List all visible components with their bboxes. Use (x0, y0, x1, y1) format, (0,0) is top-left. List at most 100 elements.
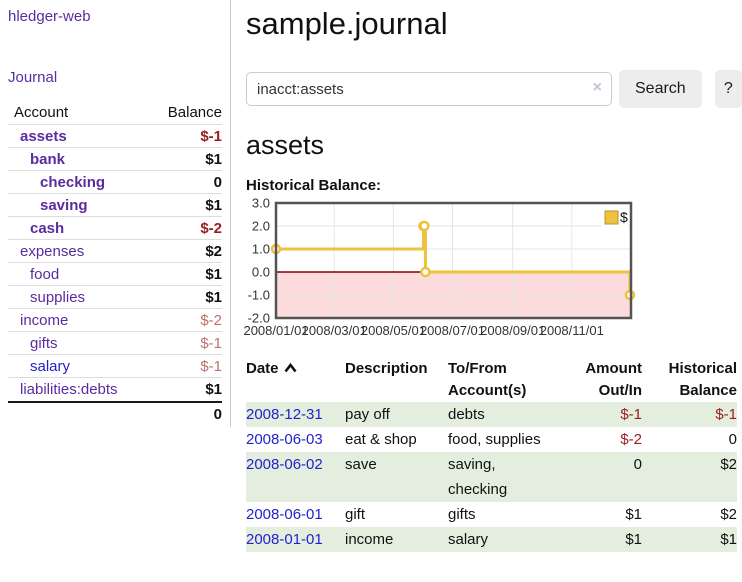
page-title: sample.journal (246, 6, 448, 41)
account-balance: $-1 (200, 127, 222, 145)
account-link-salary[interactable]: salary (30, 357, 71, 375)
search-button[interactable]: Search (619, 70, 702, 108)
transaction-description: income (345, 531, 394, 548)
y-tick-label: 2.0 (252, 219, 270, 234)
register-column-header[interactable]: Date (246, 358, 345, 402)
transaction-date-link[interactable]: 2008-01-01 (246, 531, 323, 548)
x-tick-label: 2008/11/01 (540, 323, 604, 338)
sort-asc-icon (283, 362, 297, 373)
transaction-accounts: debts (448, 406, 485, 423)
account-link-gifts[interactable]: gifts (30, 334, 58, 352)
account-link-expenses[interactable]: expenses (20, 242, 85, 260)
nav-journal-link[interactable]: Journal (8, 69, 58, 86)
data-point-marker (420, 266, 431, 278)
sidebar-account-row: income $-2 (8, 309, 222, 332)
account-link-bank[interactable]: bank (30, 150, 66, 168)
historical-balance-chart: $3.0 2.0 1.0 0.0 -1.0 -2.0 2008/01/01 2008/03/0… (243, 196, 742, 340)
sidebar: hledger-web Journal Account Balance asse… (0, 0, 231, 427)
transaction-date-link[interactable]: 2008-06-03 (246, 431, 323, 448)
transaction-description: eat & shop (345, 431, 417, 448)
register-table: Date Description To/From Account(s) Amount … (246, 358, 737, 552)
y-tick-label: 1.0 (252, 242, 270, 257)
help-button[interactable]: ? (714, 70, 742, 108)
account-balance: $1 (205, 265, 222, 283)
account-balance: $1 (205, 196, 222, 214)
account-balance: $1 (205, 381, 222, 398)
chart-legend: $ (601, 208, 628, 228)
sidebar-account-row: checking 0 (8, 171, 222, 194)
y-tick-label: -1.0 (248, 288, 270, 303)
data-point-marker (419, 220, 430, 232)
transaction-row: 2008-06-02 save saving, checking 0 $2 (246, 452, 737, 502)
account-link-checking[interactable]: checking (40, 173, 106, 191)
account-link-saving[interactable]: saving (40, 196, 88, 214)
transaction-balance: $-1 (715, 406, 737, 423)
transaction-amount: $1 (625, 531, 642, 548)
account-balance: $1 (205, 288, 222, 306)
clear-search-icon[interactable]: × (592, 79, 602, 96)
plot-border (274, 201, 633, 320)
transaction-row: 2008-01-01 income salary $1 $1 (246, 527, 737, 552)
chart-title: Historical Balance: (246, 177, 382, 194)
transaction-date-link[interactable]: 2008-06-01 (246, 506, 323, 523)
transaction-date-link[interactable]: 2008-06-02 (246, 456, 323, 473)
legend-swatch (604, 210, 619, 225)
account-balance: $-2 (200, 311, 222, 329)
sidebar-account-row: bank $1 (8, 148, 222, 171)
accounts-header-balance: Balance (167, 104, 222, 121)
sidebar-account-row: cash $-2 (8, 217, 222, 240)
transaction-balance: 0 (728, 431, 737, 448)
transaction-accounts: salary (448, 531, 489, 548)
transaction-accounts: food, supplies (448, 431, 541, 448)
y-tick-label: 3.0 (252, 196, 270, 211)
accounts-total-value: 0 (213, 406, 222, 423)
app-brand-link[interactable]: hledger-web (8, 8, 91, 25)
account-link-cash[interactable]: cash (30, 219, 65, 237)
accounts-header-account: Account (14, 104, 69, 121)
x-tick-label: 2008/01/01 (243, 323, 308, 338)
search-bar: × Search ? (246, 70, 742, 108)
search-input[interactable] (246, 72, 612, 106)
sidebar-accounts-table: Account Balance assets $-1 bank $1 checking 0… (8, 102, 222, 423)
transaction-amount: 0 (633, 456, 642, 473)
transaction-amount: $-2 (620, 431, 642, 448)
transaction-date-link[interactable]: 2008-12-31 (246, 406, 323, 423)
account-link-assets[interactable]: assets (20, 127, 67, 145)
x-tick-label: 2008/09/01 (480, 323, 545, 338)
x-tick-label: 2008/05/01 (361, 323, 426, 338)
account-link-food[interactable]: food (30, 265, 60, 283)
sidebar-account-row: expenses $2 (8, 240, 222, 263)
y-tick-label: -2.0 (248, 311, 270, 326)
transaction-row: 2008-06-03 eat & shop food, supplies $-2 0 (246, 427, 737, 452)
transaction-balance: $1 (720, 531, 737, 548)
x-tick-label: 2008/07/01 (420, 323, 485, 338)
accounts-rows: assets $-1 bank $1 checking 0 saving $1 cash $-2 e… (8, 125, 222, 401)
register-column-header: Amount Out/In (585, 360, 642, 399)
legend-label: $ (620, 209, 628, 225)
accounts-total-row: 0 (8, 401, 222, 423)
transaction-row: 2008-06-01 gift gifts $1 $2 (246, 502, 737, 527)
account-link-liabilities-debts[interactable]: liabilities:debts (20, 381, 118, 398)
transaction-description: pay off (345, 406, 390, 423)
x-tick-label: 2008/03/01 (302, 323, 367, 338)
register-column-header: Description (345, 360, 428, 377)
sidebar-account-row: food $1 (8, 263, 222, 286)
sidebar-account-row: gifts $-1 (8, 332, 222, 355)
account-balance: $1 (205, 150, 222, 168)
transaction-accounts: saving, checking (448, 456, 508, 498)
sidebar-account-row: supplies $1 (8, 286, 222, 309)
transaction-amount: $1 (625, 506, 642, 523)
transaction-description: save (345, 456, 377, 473)
transaction-row: 2008-12-31 pay off debts $-1 $-1 (246, 402, 737, 427)
account-balance: $-1 (200, 357, 222, 375)
account-balance: 0 (213, 173, 222, 191)
accounts-table-header: Account Balance (8, 102, 222, 125)
register-column-header: Historical Balance (668, 360, 737, 399)
account-link-income[interactable]: income (20, 311, 69, 329)
account-balance: $-1 (200, 334, 222, 352)
register-column-header: To/From Account(s) (448, 360, 527, 399)
account-link-supplies[interactable]: supplies (30, 288, 86, 306)
transaction-description: gift (345, 506, 366, 523)
account-heading: assets (246, 130, 325, 160)
sidebar-account-row: assets $-1 (8, 125, 222, 148)
